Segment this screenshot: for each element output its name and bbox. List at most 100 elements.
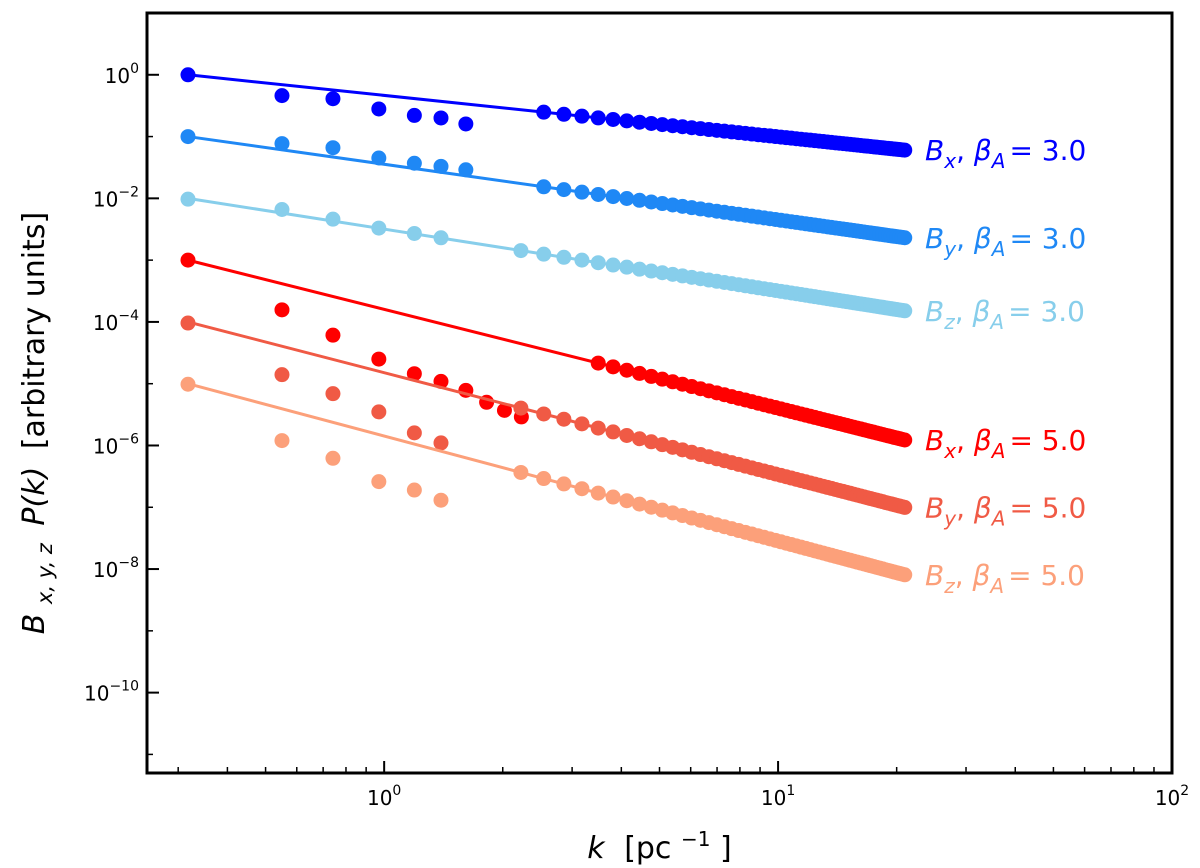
data-point: [605, 257, 621, 273]
data-point: [536, 246, 552, 262]
series-labels: Bx, βA = 3.0By, βA = 3.0Bz, βA = 3.0Bx, βA =…: [925, 134, 1086, 598]
data-point: [897, 432, 913, 448]
series-5: [180, 376, 913, 583]
data-point: [536, 104, 552, 120]
data-point: [605, 111, 621, 127]
label-component: x: [943, 149, 956, 173]
label-beta: β: [972, 559, 991, 592]
y-tick-label: 10−4: [93, 308, 139, 335]
data-point: [643, 115, 659, 131]
data-point: [619, 191, 635, 207]
data-point: [556, 249, 572, 265]
label-beta: β: [973, 134, 992, 167]
label-beta-sub: A: [990, 149, 1006, 173]
data-point: [536, 406, 552, 422]
data-point: [556, 182, 572, 198]
y-tick-label: 10−10: [84, 679, 139, 706]
y-axis-label: B x, y, z P(k) [arbitrary units]: [17, 212, 60, 634]
data-point: [274, 433, 290, 449]
label-component: z: [943, 310, 955, 334]
data-point: [325, 91, 341, 107]
data-point: [274, 88, 290, 104]
data-point: [325, 327, 341, 343]
series-4: [180, 315, 913, 515]
data-point: [513, 400, 529, 416]
data-point: [897, 230, 913, 246]
data-point: [897, 142, 913, 158]
data-point: [371, 351, 387, 367]
series-label-0: Bx, βA = 3.0: [925, 134, 1086, 173]
label-beta-sub: A: [988, 574, 1004, 598]
label-comma: ,: [955, 295, 973, 328]
series-0: [180, 67, 913, 158]
data-point: [605, 424, 621, 440]
x-tick-label: 102: [1155, 783, 1189, 810]
data-point: [325, 386, 341, 402]
data-point: [371, 220, 387, 236]
data-point: [631, 496, 647, 512]
label-comma: ,: [956, 424, 974, 457]
label-beta: β: [973, 491, 992, 524]
x-tick-label: 100: [367, 783, 401, 810]
data-point: [406, 107, 422, 123]
data-point: [325, 140, 341, 156]
label-symbol: B: [925, 295, 944, 328]
data-point: [631, 114, 647, 130]
label-component: z: [943, 574, 955, 598]
data-point: [406, 482, 422, 498]
series-layer: [180, 67, 913, 583]
y-tick-label: 10−6: [93, 431, 139, 458]
label-beta: β: [972, 295, 991, 328]
data-point: [643, 194, 659, 210]
label-symbol: B: [925, 559, 944, 592]
data-point: [274, 367, 290, 383]
label-beta-sub: A: [990, 237, 1006, 261]
data-point: [180, 376, 196, 392]
data-point: [406, 155, 422, 171]
label-value: = 5.0: [1009, 424, 1086, 457]
data-point: [643, 263, 659, 279]
data-point: [325, 450, 341, 466]
label-comma: ,: [956, 222, 974, 255]
data-point: [180, 67, 196, 83]
data-point: [556, 411, 572, 427]
data-point: [897, 499, 913, 515]
data-point: [433, 492, 449, 508]
x-axis-symbol: k: [587, 831, 606, 866]
data-point: [536, 471, 552, 487]
series-label-4: By, βA = 5.0: [925, 491, 1086, 530]
data-point: [433, 435, 449, 451]
series-1: [180, 129, 913, 246]
data-point: [406, 425, 422, 441]
data-point: [605, 359, 621, 375]
data-point: [631, 365, 647, 381]
data-point: [574, 108, 590, 124]
data-point: [371, 150, 387, 166]
data-point: [325, 211, 341, 227]
label-value: = 5.0: [1009, 491, 1086, 524]
y-axis-function: P(k): [17, 467, 52, 526]
label-value: = 3.0: [1009, 222, 1086, 255]
data-point: [536, 179, 552, 195]
label-component: x: [943, 439, 956, 463]
data-point: [458, 162, 474, 178]
axis-ticks: 100 101 102 100 10−2 10−4 10−6 10−8 10−10: [84, 61, 1189, 810]
y-tick-label: 10−8: [93, 555, 139, 582]
data-point: [433, 230, 449, 246]
data-point: [274, 201, 290, 217]
data-point: [574, 481, 590, 497]
data-point: [631, 261, 647, 277]
x-axis-close: ]: [720, 831, 732, 866]
data-point: [513, 464, 529, 480]
data-point: [590, 186, 606, 202]
label-beta-sub: A: [990, 439, 1006, 463]
data-point: [513, 243, 529, 259]
data-point: [574, 184, 590, 200]
data-point: [458, 116, 474, 132]
label-symbol: B: [925, 491, 944, 524]
data-point: [619, 362, 635, 378]
data-point: [619, 259, 635, 275]
data-point: [897, 567, 913, 583]
data-point: [590, 420, 606, 436]
series-label-1: By, βA = 3.0: [925, 222, 1086, 261]
